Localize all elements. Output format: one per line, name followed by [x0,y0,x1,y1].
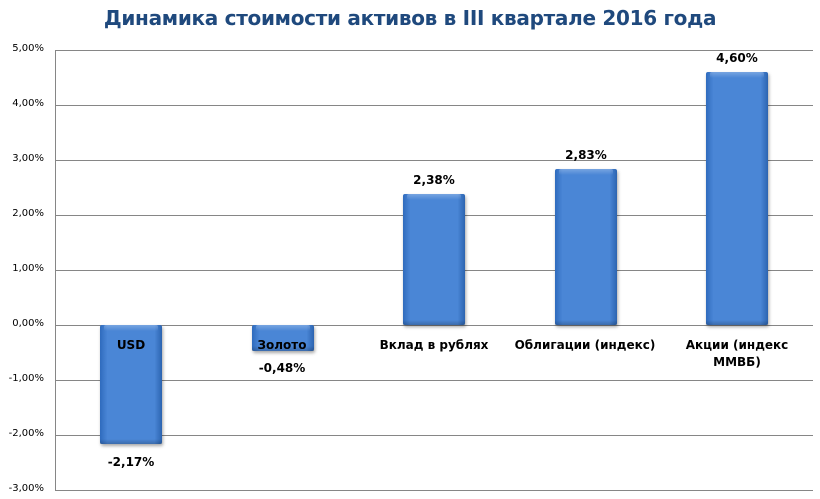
category-label-stocks-index: Акции (индекс ММВБ) [685,338,789,369]
y-tick-label: -2,00% [8,428,44,439]
y-tick-label: 5,00% [12,43,44,54]
y-tick-label: 3,00% [12,153,44,164]
bar-usd [100,325,162,444]
gridline [55,490,813,491]
zero-line [55,325,813,326]
y-tick-label: -1,00% [8,373,44,384]
category-label-gold: Золото [257,338,307,352]
value-label-bonds-index: 2,83% [565,148,607,162]
value-label-usd: -2,17% [107,455,155,469]
bar-bonds-index [555,169,617,325]
y-tick-label: 2,00% [12,208,44,219]
value-label-gold: -0,48% [258,361,306,375]
category-label-ruble-deposit: Вклад в рублях [379,338,489,352]
y-tick-label: 1,00% [12,263,44,274]
gridline [55,105,813,106]
gridline [55,380,813,381]
bar-ruble-deposit [403,194,465,325]
bar-stocks-index [706,72,768,325]
value-label-ruble-deposit: 2,38% [413,173,455,187]
gridline [55,435,813,436]
bar-gold [252,325,314,351]
y-tick-label: 4,00% [12,98,44,109]
category-label-usd: USD [116,338,146,352]
y-tick-label: 0,00% [12,318,44,329]
gridline [55,50,813,51]
y-tick-label: -3,00% [8,483,44,494]
gridline [55,160,813,161]
chart-title: Динамика стоимости активов в III квартал… [103,6,717,30]
category-label-bonds-index: Облигации (индекс) [514,338,656,352]
value-label-stocks-index: 4,60% [716,51,758,65]
